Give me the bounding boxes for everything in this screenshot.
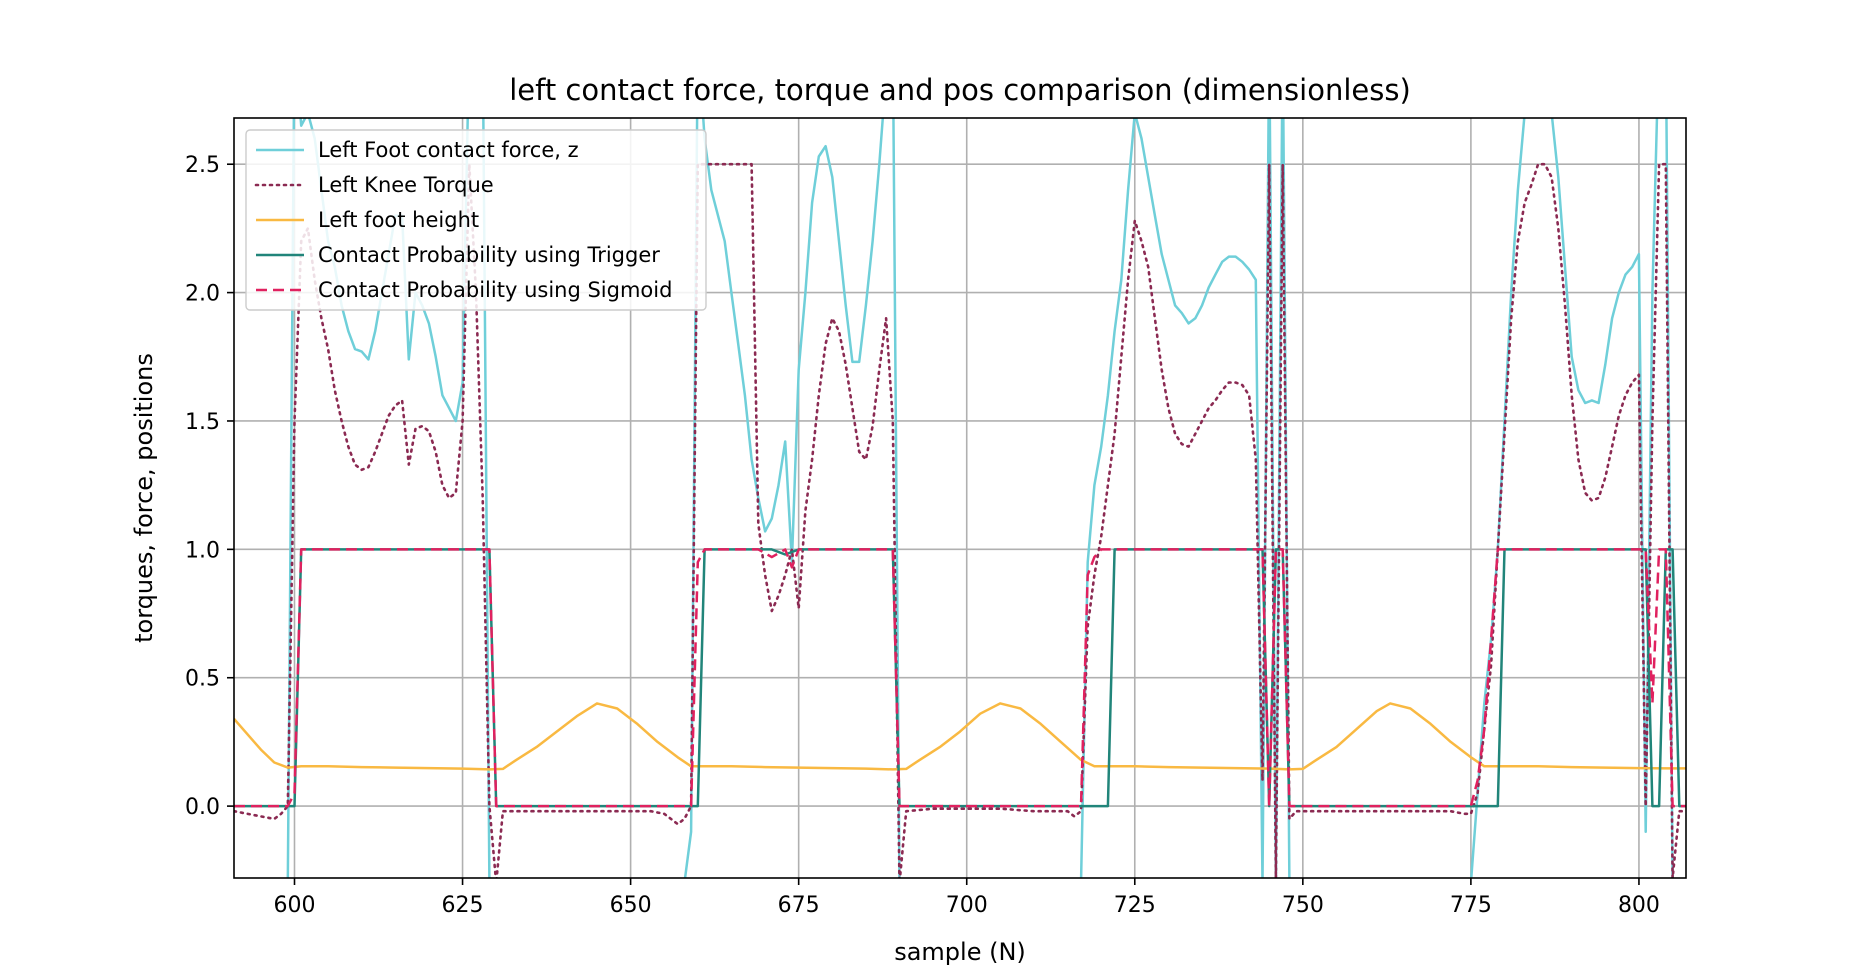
- legend-label: Contact Probability using Trigger: [318, 243, 660, 267]
- x-tick-label: 600: [274, 893, 316, 918]
- y-tick-label: 0.5: [185, 667, 220, 692]
- y-axis-label: torques, force, positions: [130, 353, 158, 643]
- x-axis-label: sample (N): [894, 938, 1026, 966]
- y-tick-label: 1.0: [185, 538, 220, 563]
- y-tick-label: 1.5: [185, 410, 220, 435]
- x-tick-label: 700: [946, 893, 988, 918]
- x-tick-label: 650: [610, 893, 652, 918]
- legend-label: Left Foot contact force, z: [318, 138, 579, 162]
- plot-frame: [233, 117, 1687, 879]
- legend-label: Left foot height: [318, 208, 479, 232]
- legend-label: Left Knee Torque: [318, 173, 494, 197]
- x-tick-label: 750: [1282, 893, 1324, 918]
- x-tick-label: 800: [1618, 893, 1660, 918]
- x-tick-label: 775: [1450, 893, 1492, 918]
- legend-box: [245, 129, 707, 311]
- series-line-5: [234, 548, 1686, 808]
- series-line-3: [234, 702, 1686, 771]
- legend-label: Contact Probability using Sigmoid: [318, 278, 672, 302]
- y-tick-label: 0.0: [185, 795, 220, 820]
- x-tick-label: 675: [778, 893, 820, 918]
- axis-ticks: 600 625 650 675 700 725 750 775 800 0.0 0.5 1.0 1.5 2…: [185, 153, 1660, 918]
- y-tick-label: 2.0: [185, 282, 220, 307]
- y-tick-label: 2.5: [185, 153, 220, 178]
- x-tick-label: 625: [442, 893, 484, 918]
- chart-title: left contact force, torque and pos compa…: [509, 73, 1411, 107]
- series-line-2: [234, 162, 1686, 878]
- x-tick-label: 725: [1114, 893, 1156, 918]
- legend: Left Foot contact force, z Left Knee Torq…: [245, 129, 707, 311]
